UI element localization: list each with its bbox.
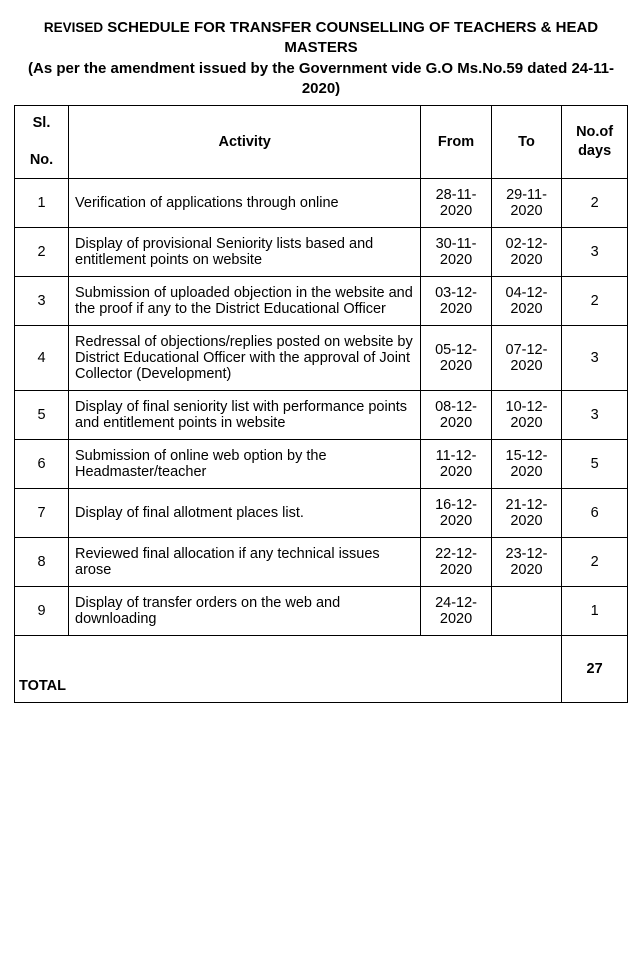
cell-days: 2 xyxy=(562,178,628,227)
cell-to: 10-12-2020 xyxy=(491,390,561,439)
cell-sl-no: 2 xyxy=(15,227,69,276)
cell-days: 3 xyxy=(562,227,628,276)
cell-sl-no: 9 xyxy=(15,586,69,635)
cell-days: 3 xyxy=(562,325,628,390)
header-days: No.of days xyxy=(562,106,628,179)
cell-to: 02-12-2020 xyxy=(491,227,561,276)
table-row: 9Display of transfer orders on the web a… xyxy=(15,586,628,635)
cell-activity: Display of transfer orders on the web an… xyxy=(69,586,421,635)
table-body: 1Verification of applications through on… xyxy=(15,178,628,635)
title-sub: (As per the amendment issued by the Gove… xyxy=(28,60,614,97)
cell-from: 08-12-2020 xyxy=(421,390,491,439)
cell-to: 23-12-2020 xyxy=(491,537,561,586)
cell-to: 29-11-2020 xyxy=(491,178,561,227)
cell-to xyxy=(491,586,561,635)
cell-from: 16-12-2020 xyxy=(421,488,491,537)
cell-days: 2 xyxy=(562,537,628,586)
cell-to: 15-12-2020 xyxy=(491,439,561,488)
cell-sl-no: 7 xyxy=(15,488,69,537)
document-title: REVISED SCHEDULE FOR TRANSFER COUNSELLIN… xyxy=(20,18,622,99)
cell-days: 2 xyxy=(562,276,628,325)
cell-activity: Display of provisional Seniority lists b… xyxy=(69,227,421,276)
title-main: SCHEDULE FOR TRANSFER COUNSELLING OF TEA… xyxy=(107,19,598,56)
cell-activity: Redressal of objections/replies posted o… xyxy=(69,325,421,390)
cell-activity: Display of final seniority list with per… xyxy=(69,390,421,439)
cell-days: 1 xyxy=(562,586,628,635)
table-row: 7Display of final allotment places list.… xyxy=(15,488,628,537)
table-total-row: TOTAL 27 xyxy=(15,635,628,702)
cell-from: 05-12-2020 xyxy=(421,325,491,390)
header-activity: Activity xyxy=(69,106,421,179)
cell-sl-no: 5 xyxy=(15,390,69,439)
total-days: 27 xyxy=(562,635,628,702)
table-row: 5Display of final seniority list with pe… xyxy=(15,390,628,439)
cell-days: 5 xyxy=(562,439,628,488)
cell-activity: Verification of applications through onl… xyxy=(69,178,421,227)
cell-from: 11-12-2020 xyxy=(421,439,491,488)
header-to: To xyxy=(491,106,561,179)
title-prefix: REVISED xyxy=(44,20,103,35)
cell-activity: Submission of online web option by the H… xyxy=(69,439,421,488)
table-row: 1Verification of applications through on… xyxy=(15,178,628,227)
cell-from: 28-11-2020 xyxy=(421,178,491,227)
cell-from: 30-11-2020 xyxy=(421,227,491,276)
schedule-table: Sl. No. Activity From To No.of days 1Ver… xyxy=(14,105,628,703)
cell-sl-no: 4 xyxy=(15,325,69,390)
cell-activity: Reviewed final allocation if any technic… xyxy=(69,537,421,586)
cell-days: 6 xyxy=(562,488,628,537)
cell-days: 3 xyxy=(562,390,628,439)
cell-sl-no: 1 xyxy=(15,178,69,227)
header-from: From xyxy=(421,106,491,179)
cell-from: 03-12-2020 xyxy=(421,276,491,325)
cell-activity: Submission of uploaded objection in the … xyxy=(69,276,421,325)
table-row: 3Submission of uploaded objection in the… xyxy=(15,276,628,325)
cell-sl-no: 6 xyxy=(15,439,69,488)
table-header-row: Sl. No. Activity From To No.of days xyxy=(15,106,628,179)
total-label: TOTAL xyxy=(15,635,562,702)
cell-to: 07-12-2020 xyxy=(491,325,561,390)
cell-sl-no: 3 xyxy=(15,276,69,325)
cell-sl-no: 8 xyxy=(15,537,69,586)
table-row: 4Redressal of objections/replies posted … xyxy=(15,325,628,390)
table-row: 6Submission of online web option by the … xyxy=(15,439,628,488)
cell-from: 22-12-2020 xyxy=(421,537,491,586)
table-row: 2Display of provisional Seniority lists … xyxy=(15,227,628,276)
table-row: 8Reviewed final allocation if any techni… xyxy=(15,537,628,586)
cell-from: 24-12-2020 xyxy=(421,586,491,635)
cell-to: 21-12-2020 xyxy=(491,488,561,537)
cell-to: 04-12-2020 xyxy=(491,276,561,325)
cell-activity: Display of final allotment places list. xyxy=(69,488,421,537)
header-sl-no: Sl. No. xyxy=(15,106,69,179)
